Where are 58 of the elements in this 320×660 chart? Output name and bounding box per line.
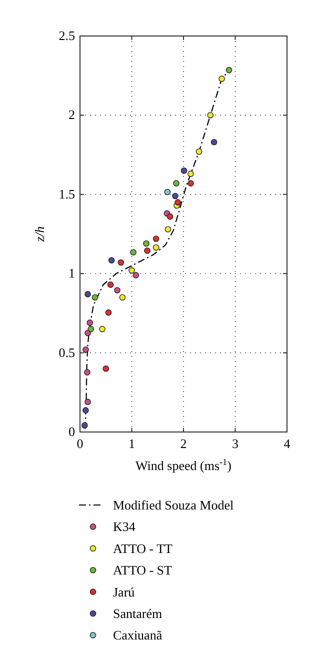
point [144,247,150,254]
point [152,244,160,251]
legend-label: Modified Souza Model [113,498,234,512]
legend-label: Santarém [113,606,162,621]
point [114,287,120,294]
point [207,112,214,118]
point [82,346,89,353]
point [82,422,88,428]
x-tick-label: 1 [128,436,135,451]
y-tick-label: 0.5 [58,344,75,360]
point [196,148,202,155]
point [108,257,115,264]
legend-label: Jarú [113,584,136,600]
point [180,167,188,174]
y-axis-title: z/h [32,226,47,243]
y-tick-label: 2 [68,107,75,122]
point [84,330,91,336]
point [226,66,232,74]
point [92,294,98,301]
point [164,226,172,232]
x-axis-title: Wind speed (ms$^{-1}$) [136,457,232,473]
y-tick-label: 1.5 [58,186,75,202]
legend-label: Caxiuanã [113,628,162,643]
point [102,365,110,372]
point [210,138,218,146]
point [218,76,225,82]
y-tick-label: 2.5 [58,28,75,43]
point [164,188,171,196]
point [132,272,140,278]
point [188,180,194,186]
point [130,249,136,256]
x-tick-label: 4 [284,436,291,451]
point [99,326,106,332]
legend-label: ATTO - ST [113,562,172,578]
legend-label: K34 [113,519,136,534]
point [107,282,114,288]
point [84,291,91,298]
point [174,199,181,206]
point [88,326,94,332]
point [105,309,112,316]
point [188,170,194,177]
point [118,259,124,266]
point [166,213,174,220]
point [82,407,89,414]
point [119,294,126,301]
point [173,180,180,186]
y-tick-label: 0 [68,424,75,439]
point [143,240,150,247]
y-tick-label: 1 [68,266,75,281]
point [172,192,178,200]
x-tick-label: 2 [180,436,187,451]
x-tick-label: 3 [232,436,238,451]
point [86,320,93,326]
point [128,267,135,274]
point [152,236,160,242]
point [84,398,91,406]
point [84,369,90,376]
legend-label: ATTO - TT [113,540,173,556]
